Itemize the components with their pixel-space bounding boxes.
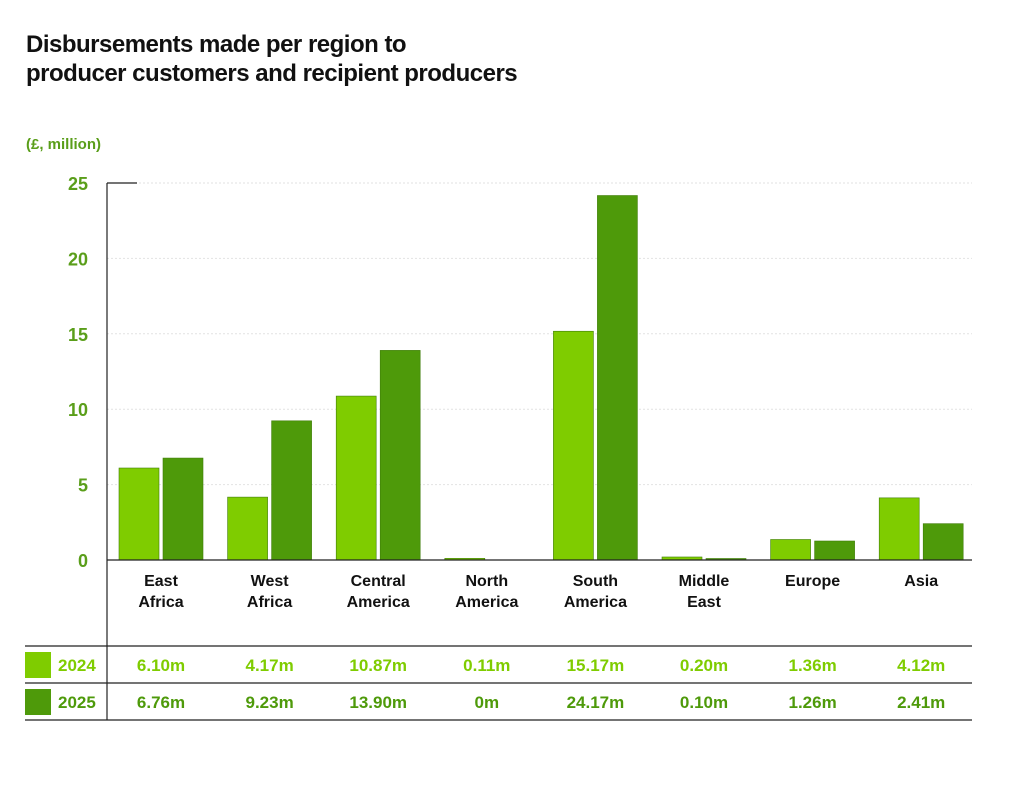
data-label-2025: 1.26m xyxy=(788,693,836,712)
bar-2024 xyxy=(118,467,160,561)
x-tick-label: East xyxy=(687,594,721,611)
bar-2024 xyxy=(878,497,920,561)
bar-2025 xyxy=(922,523,964,561)
bar-2024 xyxy=(770,539,811,561)
x-tick-label: Central xyxy=(351,573,406,590)
chart-title: Disbursements made per region to producer… xyxy=(26,30,518,88)
data-label-2024: 15.17m xyxy=(567,656,625,675)
data-label-2024: 0.11m xyxy=(463,656,510,675)
x-tick-label: America xyxy=(347,594,410,611)
x-tick-label: South xyxy=(573,573,618,590)
x-tick-label: East xyxy=(144,573,178,590)
y-tick-label: 20 xyxy=(68,249,88,269)
x-tick-label: Africa xyxy=(138,594,183,611)
legend-label: 2024 xyxy=(58,656,96,675)
y-tick-label: 0 xyxy=(78,551,88,571)
x-tick-label: America xyxy=(455,594,518,611)
data-label-2025: 6.76m xyxy=(137,693,185,712)
bar-2024 xyxy=(553,330,594,561)
bar-2025 xyxy=(597,195,638,561)
y-tick-label: 25 xyxy=(68,174,88,194)
data-label-2024: 4.17m xyxy=(245,656,293,675)
bar-2025 xyxy=(271,420,312,561)
data-label-2025: 9.23m xyxy=(245,693,293,712)
data-label-2025: 13.90m xyxy=(349,693,407,712)
y-axis-label: (£, million) xyxy=(26,136,101,153)
bar-2025 xyxy=(162,457,204,561)
data-label-2024: 6.10m xyxy=(137,656,185,675)
data-label-2025: 2.41m xyxy=(897,693,945,712)
y-tick-label: 5 xyxy=(78,476,88,496)
legend-swatch-2024 xyxy=(25,652,51,678)
data-label-2025: 0m xyxy=(475,693,500,712)
bar-2024 xyxy=(335,395,377,561)
legend-swatch-2025 xyxy=(25,689,51,715)
data-label-2024: 10.87m xyxy=(349,656,407,675)
legend-label: 2025 xyxy=(58,693,96,712)
data-label-2025: 24.17m xyxy=(567,693,625,712)
data-label-2024: 0.20m xyxy=(680,656,728,675)
data-label-2024: 1.36m xyxy=(788,656,836,675)
bar-2024 xyxy=(227,496,268,561)
x-tick-label: Africa xyxy=(247,594,292,611)
data-label-2025: 0.10m xyxy=(680,693,728,712)
y-tick-label: 15 xyxy=(68,325,88,345)
x-tick-label: America xyxy=(564,594,627,611)
data-label-2024: 4.12m xyxy=(897,656,945,675)
bar-2025 xyxy=(379,350,421,561)
x-tick-label: Middle xyxy=(679,573,730,590)
x-tick-label: Europe xyxy=(785,573,840,590)
bar-2025 xyxy=(814,540,855,561)
y-tick-label: 10 xyxy=(68,400,88,420)
x-tick-label: Asia xyxy=(904,573,938,590)
title-line-1: Disbursements made per region to xyxy=(26,31,407,58)
x-tick-label: West xyxy=(251,573,290,590)
title-line-2: producer customers and recipient produce… xyxy=(26,60,518,87)
x-tick-label: North xyxy=(465,573,508,590)
